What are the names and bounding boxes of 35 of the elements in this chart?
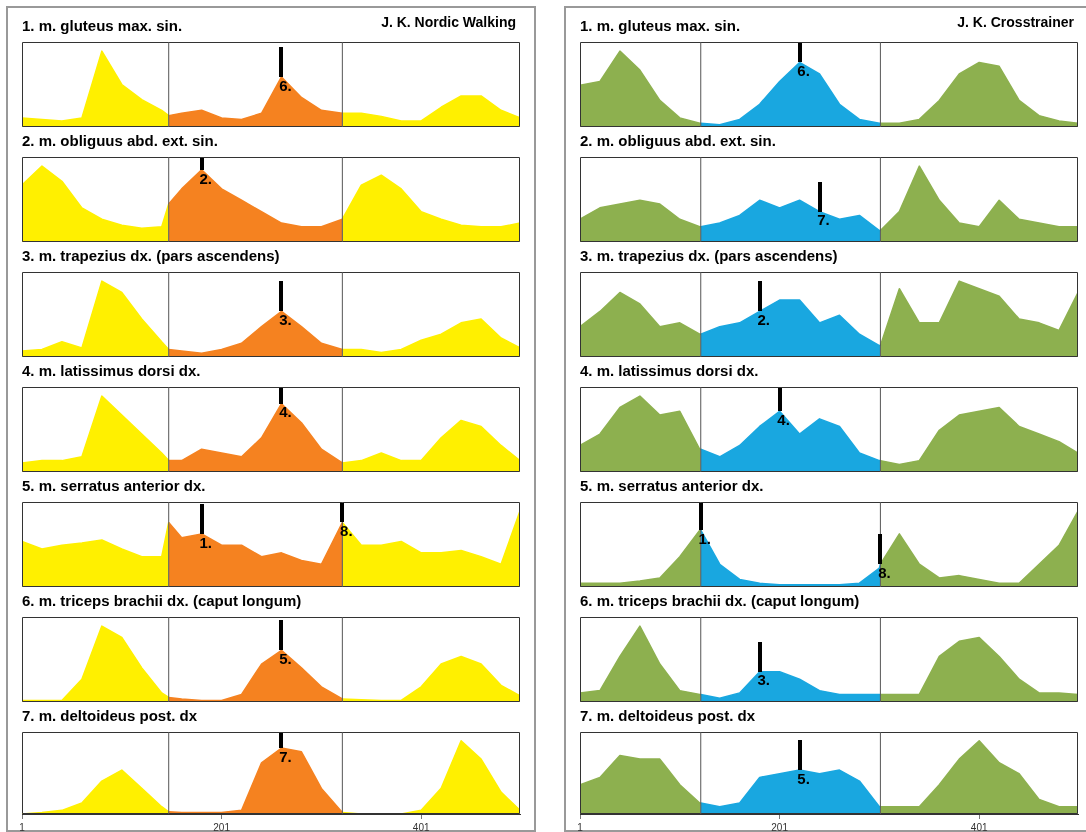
chart-title: 6. m. triceps brachii dx. (caput longum) xyxy=(22,592,302,610)
chart-title: 7. m. deltoideus post. dx xyxy=(22,707,198,725)
chart-title: 5. m. serratus anterior dx. xyxy=(22,477,206,495)
x-tick-label: 201 xyxy=(771,821,789,832)
annotation: 5. xyxy=(279,650,292,668)
chart-title: 3. m. trapezius dx. (pars ascendens) xyxy=(580,247,838,265)
chart-title: 4. m. latissimus dorsi dx. xyxy=(580,362,759,380)
chart-title: 5. m. serratus anterior dx. xyxy=(580,477,764,495)
chart-title: 4. m. latissimus dorsi dx. xyxy=(22,362,201,380)
chart-title: 1. m. gluteus max. sin. xyxy=(580,17,741,35)
x-tick-label: 1 xyxy=(19,821,26,832)
chart-title: 1. m. gluteus max. sin. xyxy=(22,17,183,35)
chart-title: 2. m. obliguus abd. ext. sin. xyxy=(580,132,776,150)
annotation: 3. xyxy=(757,671,770,689)
x-tick-label: 401 xyxy=(412,821,430,832)
text: J. K. Nordic Walking xyxy=(381,13,516,30)
chart-title: 7. m. deltoideus post. dx xyxy=(580,707,756,725)
x-tick-label: 201 xyxy=(213,821,231,832)
annotation: 2. xyxy=(199,169,212,187)
annotation: 4. xyxy=(777,410,790,428)
annotation: 6. xyxy=(797,62,810,80)
annotation: 6. xyxy=(279,76,292,94)
annotation: 5. xyxy=(797,769,810,787)
annotation: 7. xyxy=(817,211,830,229)
annotation: 2. xyxy=(757,311,770,329)
annotation: 7. xyxy=(279,747,292,765)
x-tick-label: 1 xyxy=(577,821,584,832)
annotation: 3. xyxy=(279,311,292,329)
annotation: 1. xyxy=(199,533,212,551)
annotation: 4. xyxy=(279,403,292,421)
chart-title: 3. m. trapezius dx. (pars ascendens) xyxy=(22,247,280,265)
x-tick-label: 401 xyxy=(970,821,988,832)
chart-title: 6. m. triceps brachii dx. (caput longum) xyxy=(580,592,860,610)
chart-title: 2. m. obliguus abd. ext. sin. xyxy=(22,132,218,150)
text: J. K. Crosstrainer xyxy=(957,13,1075,30)
